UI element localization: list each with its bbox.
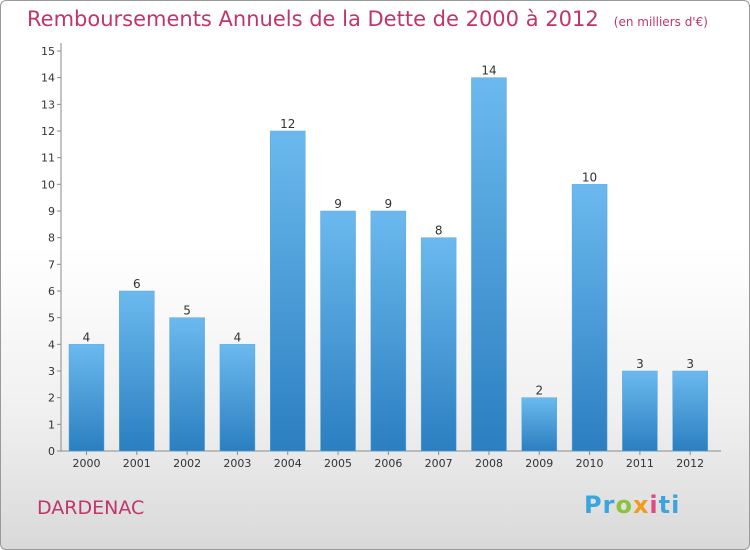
bar bbox=[471, 77, 507, 452]
commune-name: DARDENAC bbox=[37, 497, 145, 519]
x-tick-label: 2007 bbox=[425, 457, 453, 470]
chart-title: Remboursements Annuels de la Dette de 20… bbox=[27, 7, 708, 31]
y-tick-label: 13 bbox=[41, 98, 55, 111]
x-tick-label: 2008 bbox=[475, 457, 503, 470]
bar-value-label: 5 bbox=[183, 304, 191, 318]
bar-value-label: 4 bbox=[83, 330, 91, 344]
y-tick-label: 2 bbox=[48, 392, 55, 405]
bar-value-label: 10 bbox=[582, 170, 597, 184]
y-tick-label: 10 bbox=[41, 178, 55, 191]
bar bbox=[169, 317, 205, 452]
bar-value-label: 9 bbox=[385, 197, 393, 211]
bar bbox=[622, 370, 658, 452]
x-tick-label: 2012 bbox=[676, 457, 704, 470]
bar bbox=[320, 210, 356, 452]
unit-text: (en milliers d'€) bbox=[613, 15, 708, 29]
bar-value-label: 3 bbox=[686, 357, 694, 371]
logo-part-2: o bbox=[615, 491, 633, 519]
y-tick-label: 7 bbox=[48, 258, 55, 271]
x-tick-label: 2006 bbox=[374, 457, 402, 470]
y-tick-label: 1 bbox=[48, 418, 55, 431]
logo-part-4: i bbox=[649, 491, 659, 519]
logo-part-3: x bbox=[632, 491, 650, 519]
y-tick-label: 9 bbox=[48, 205, 55, 218]
x-tick-label: 2001 bbox=[123, 457, 151, 470]
logo-part-5: ti bbox=[658, 491, 681, 519]
y-tick-label: 5 bbox=[48, 312, 55, 325]
y-tick-label: 4 bbox=[48, 338, 55, 351]
x-tick-label: 2010 bbox=[576, 457, 604, 470]
x-tick-label: 2002 bbox=[173, 457, 201, 470]
y-tick-label: 6 bbox=[48, 285, 55, 298]
y-tick-label: 3 bbox=[48, 365, 55, 378]
bar-value-label: 6 bbox=[133, 277, 141, 291]
bar bbox=[420, 237, 457, 452]
bar-value-label: 2 bbox=[535, 384, 543, 398]
bar-value-label: 3 bbox=[636, 357, 644, 371]
x-tick-label: 2011 bbox=[626, 457, 654, 470]
x-tick-label: 2005 bbox=[324, 457, 352, 470]
bar bbox=[571, 184, 608, 452]
y-tick-label: 15 bbox=[41, 45, 55, 58]
bar-value-label: 8 bbox=[435, 224, 443, 238]
bar bbox=[521, 397, 558, 452]
bar-value-label: 9 bbox=[334, 197, 342, 211]
y-tick-label: 12 bbox=[41, 125, 55, 138]
title-text: Remboursements Annuels de la Dette de 20… bbox=[27, 7, 599, 31]
y-tick-label: 14 bbox=[41, 72, 55, 85]
bar bbox=[68, 344, 105, 452]
x-tick-label: 2004 bbox=[274, 457, 302, 470]
bar bbox=[269, 130, 306, 452]
x-tick-label: 2009 bbox=[525, 457, 553, 470]
y-tick-label: 0 bbox=[48, 445, 55, 458]
bar bbox=[219, 344, 256, 452]
logo-part-1: Pr bbox=[584, 491, 616, 519]
bar bbox=[370, 210, 407, 452]
proxiti-logo: Proxiti bbox=[584, 491, 680, 519]
x-tick-label: 2000 bbox=[73, 457, 101, 470]
x-tick-label: 2003 bbox=[223, 457, 251, 470]
y-tick-label: 11 bbox=[41, 152, 55, 165]
bar-value-label: 4 bbox=[234, 330, 242, 344]
y-tick-label: 8 bbox=[48, 232, 55, 245]
bar-value-label: 14 bbox=[481, 64, 496, 78]
bar bbox=[119, 290, 155, 452]
bar-value-label: 12 bbox=[280, 117, 295, 131]
bar bbox=[672, 370, 708, 452]
